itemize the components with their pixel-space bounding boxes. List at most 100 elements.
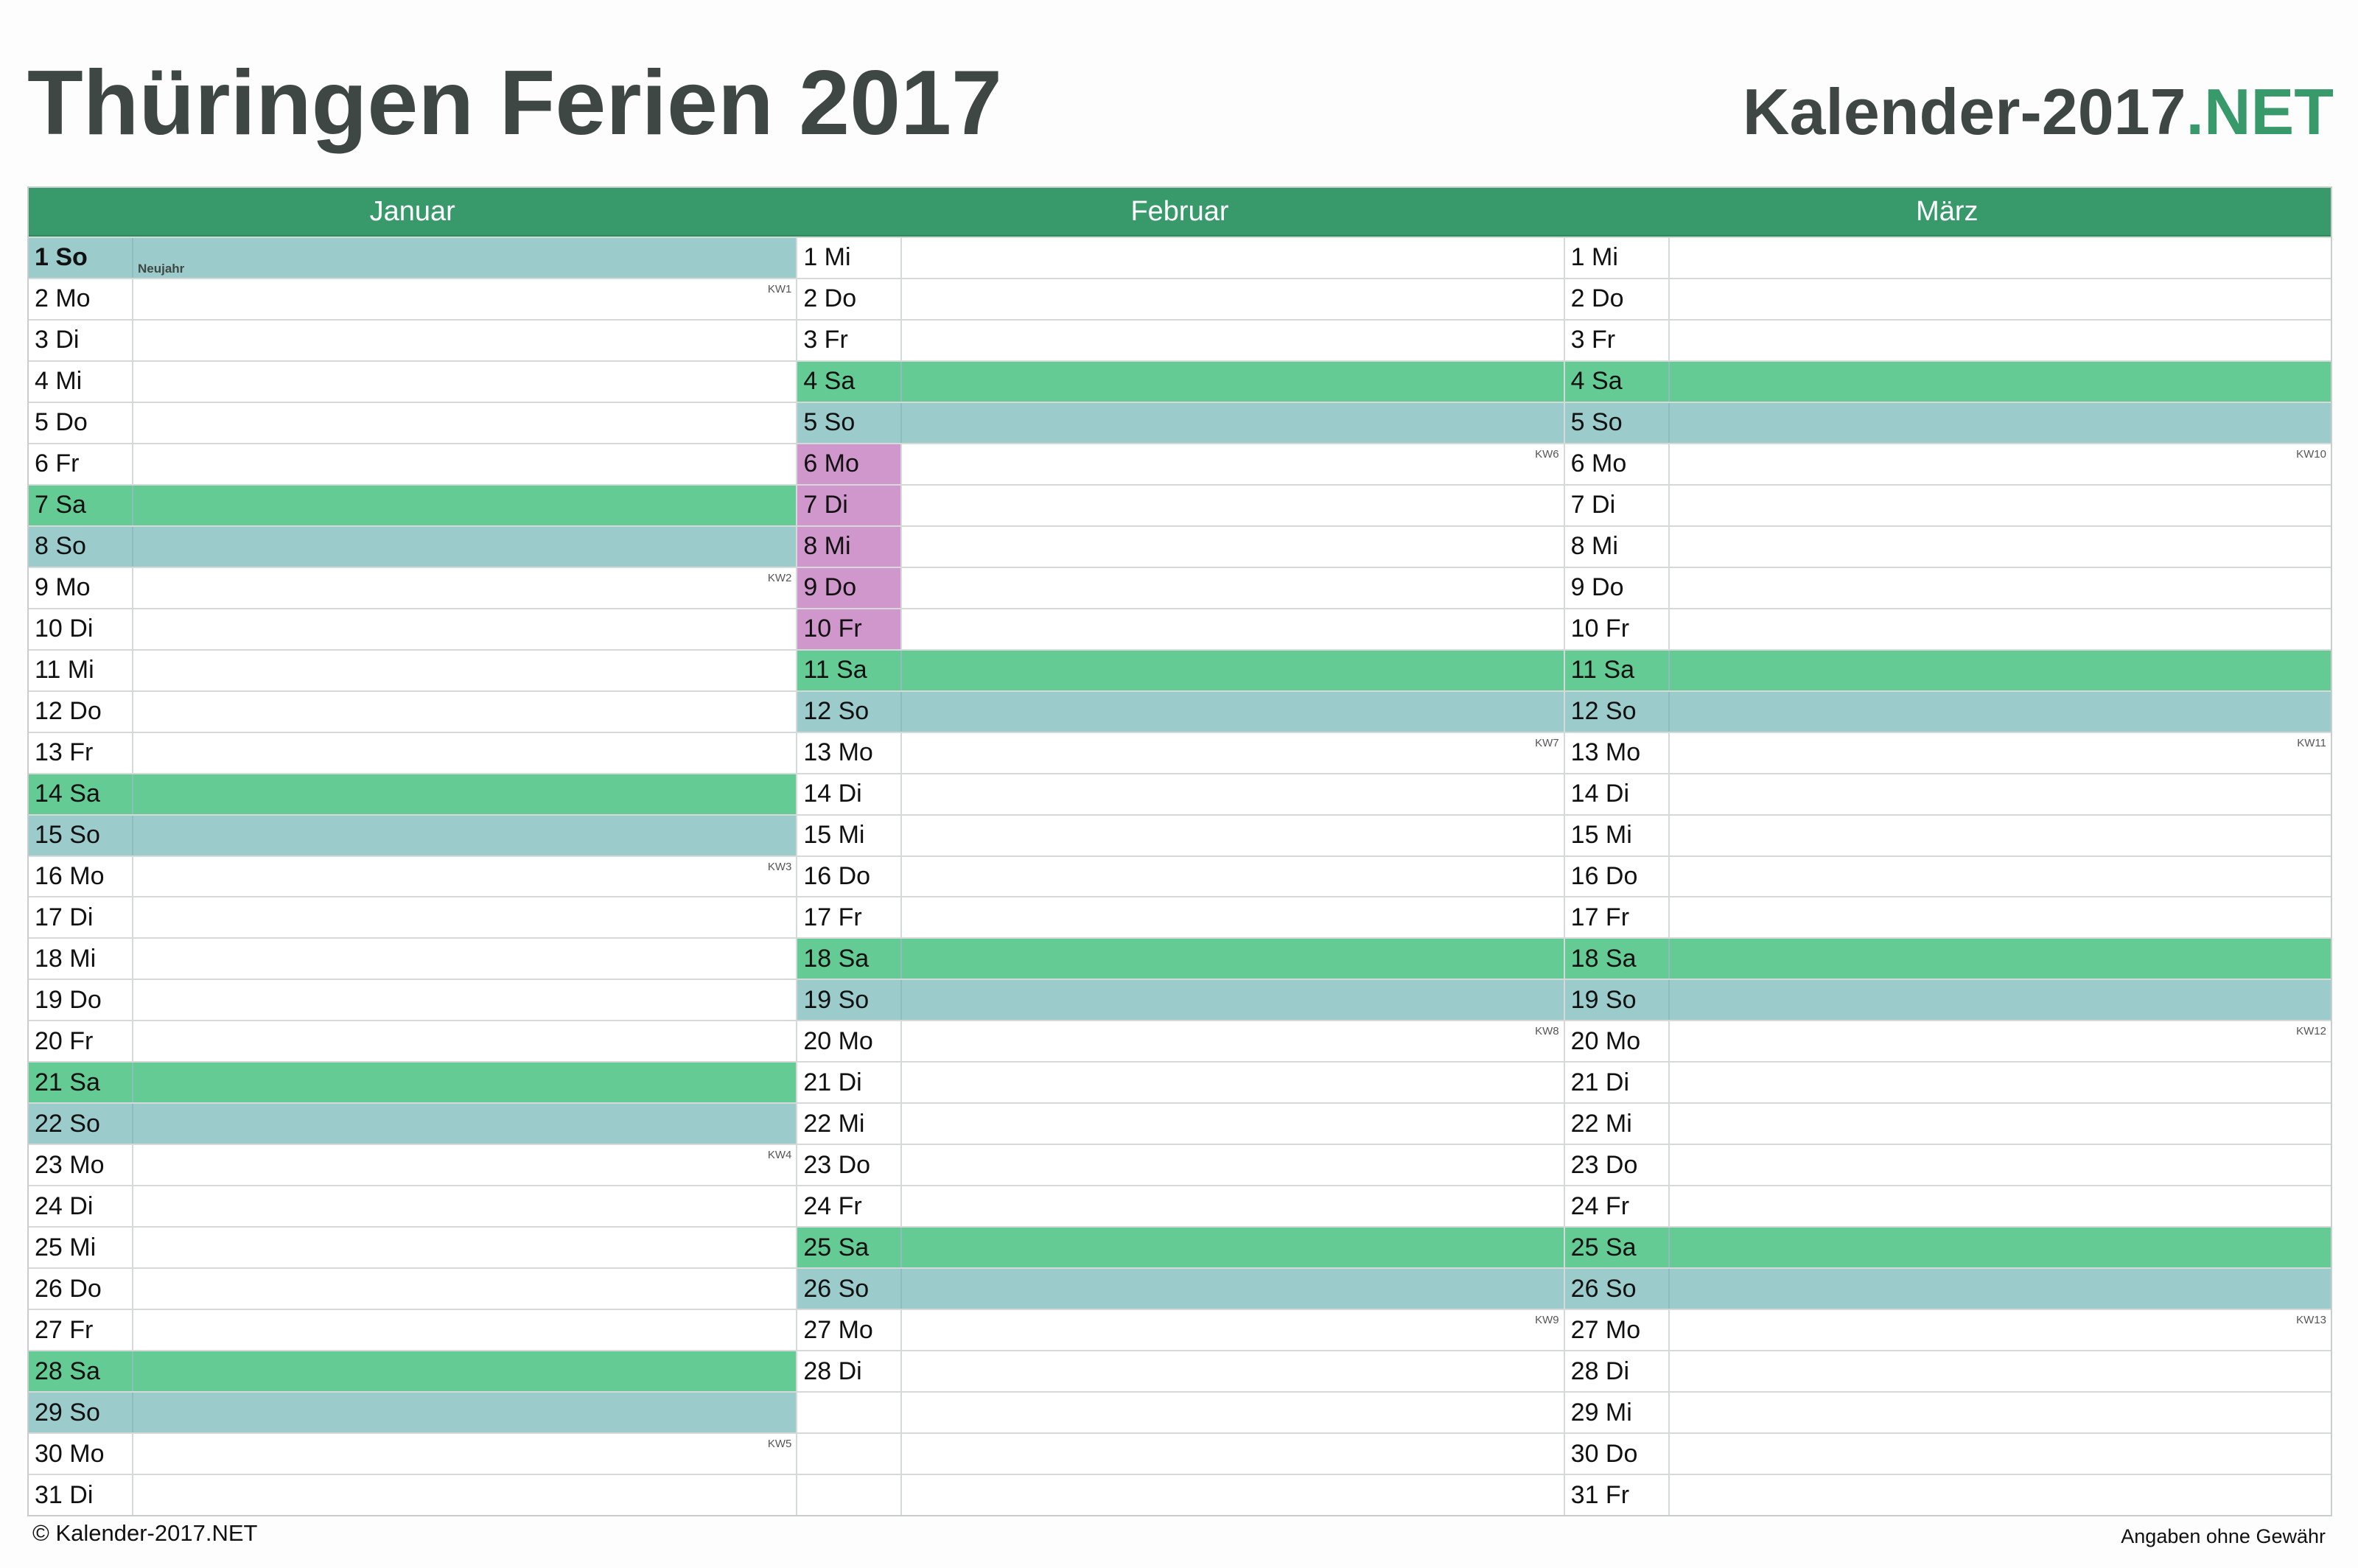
week-number: KW12 [2296,1025,2326,1038]
day-row: 4 Sa [1563,360,2331,402]
day-label: 28 Di [797,1351,903,1392]
day-note-cell [133,321,796,360]
day-label: 24 Di [29,1186,133,1227]
day-label: 21 Sa [29,1063,133,1103]
page-title: Thüringen Ferien 2017 [27,52,1003,154]
day-note-cell: Neujahr [133,238,796,278]
day-note-cell [1670,362,2331,402]
week-number: KW2 [767,571,792,584]
day-row: 2 Do [796,277,1564,319]
day-note-cell [902,279,1563,319]
day-label: 26 Do [29,1269,133,1309]
day-row: 5 So [796,401,1564,443]
day-row: 10 Di [29,607,797,649]
week-number: KW1 [767,282,792,295]
day-label: 11 Sa [1565,650,1670,690]
day-label [797,1393,903,1433]
week-number: KW3 [767,860,792,873]
day-label: 7 Di [797,485,903,525]
week-number: KW8 [1535,1025,1559,1038]
day-row: 5 Do [29,401,797,443]
day-label: 25 Sa [797,1228,903,1268]
day-note-cell [1670,1145,2331,1185]
day-label: 12 So [1565,691,1670,732]
day-row: 16 Mo KW3 [29,855,797,897]
day-note-cell [902,609,1563,649]
day-note-cell [1670,1351,2331,1391]
day-note-cell [133,1063,796,1102]
day-label: 18 Sa [1565,939,1670,979]
day-label: 29 So [29,1393,133,1433]
day-row: 18 Mi [29,937,797,979]
day-label: 5 So [1565,402,1670,443]
day-note-cell [133,692,796,732]
day-note-cell [133,816,796,855]
week-number: KW6 [1535,447,1559,461]
day-label: 2 Do [797,279,903,319]
day-label: 6 Mo [797,444,903,484]
day-note-cell [1670,403,2331,443]
day-label: 16 Do [1565,856,1670,897]
day-label: 25 Sa [1565,1228,1670,1268]
day-row: 17 Di [29,896,797,938]
day-row: 7 Di [1563,483,2331,525]
day-label: 15 So [29,815,133,855]
day-row: 22 So [29,1102,797,1144]
week-number: KW7 [1535,736,1559,749]
day-note-cell [133,1228,796,1267]
day-note-cell: KW3 [133,857,796,897]
day-row: 21 Di [1563,1061,2331,1103]
day-note-cell [133,897,796,937]
day-label: 17 Fr [1565,897,1670,938]
day-label: 27 Mo [797,1310,903,1351]
day-note-cell [133,1269,796,1309]
day-label: 31 Di [29,1475,133,1515]
day-note-cell [1670,897,2331,937]
day-label: 22 Mi [1565,1104,1670,1144]
week-number: KW4 [767,1149,792,1162]
day-note-cell [902,321,1563,360]
day-row: 14 Sa [29,772,797,814]
day-note-cell: KW5 [133,1434,796,1474]
day-row: 20 Fr [29,1020,797,1062]
day-note-cell [902,486,1563,525]
day-note-cell [902,1145,1563,1185]
day-note-cell [133,1475,796,1515]
day-label: 30 Mo [29,1434,133,1474]
day-row: 8 Mi [1563,525,2331,567]
day-label: 5 So [797,402,903,443]
day-note-cell [1670,692,2331,732]
day-label: 6 Fr [29,444,133,484]
day-note-cell: KW10 [1670,444,2331,484]
holiday-name: Neujahr [138,261,185,276]
day-label: 19 Do [29,980,133,1021]
day-note-cell: KW2 [133,568,796,608]
day-label [797,1475,903,1515]
day-label: 25 Mi [29,1228,133,1268]
day-note-cell [133,1186,796,1226]
day-label: 20 Fr [29,1021,133,1062]
day-row: 9 Do [796,566,1564,608]
day-label: 13 Fr [29,732,133,773]
day-note-cell [133,1104,796,1144]
day-note-cell: KW9 [902,1310,1563,1350]
day-row: 1 Mi [1563,237,2331,278]
day-row: 27 Fr [29,1309,797,1351]
day-row: 18 Sa [1563,937,2331,979]
day-note-cell [133,1351,796,1391]
day-label: 4 Sa [1565,361,1670,402]
day-note-cell [902,857,1563,897]
day-label: 1 Mi [797,238,903,278]
brand-logo: Kalender-2017.NET [1743,80,2334,144]
day-label: 21 Di [1565,1063,1670,1103]
day-label: 20 Mo [797,1021,903,1062]
month-header-januar: Januar [29,188,797,237]
day-note-cell [133,1310,796,1350]
day-label: 10 Di [29,609,133,649]
day-label: 13 Mo [1565,732,1670,773]
day-note-cell [133,980,796,1020]
day-row: 10 Fr [1563,607,2331,649]
day-label: 15 Mi [797,815,903,855]
day-row: 8 Mi [796,525,1564,567]
day-row: 3 Fr [796,318,1564,360]
